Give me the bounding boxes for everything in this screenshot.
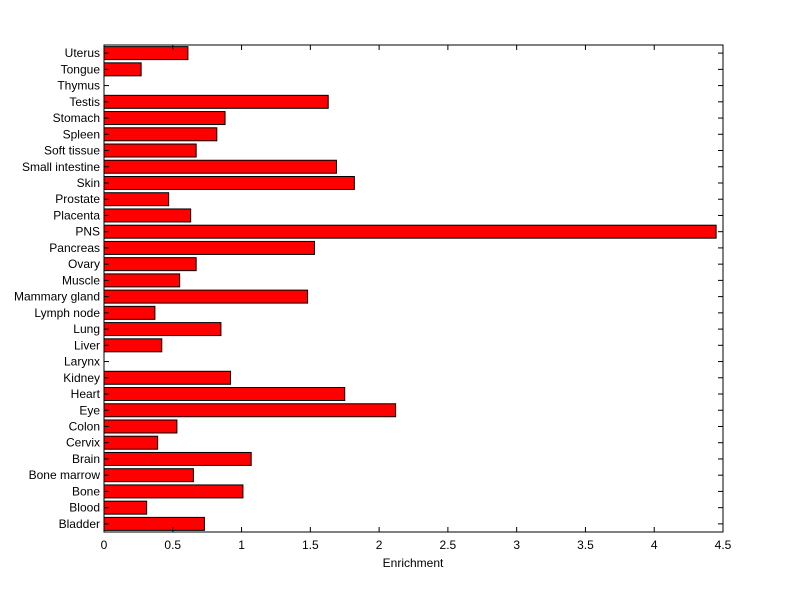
x-tick-label: 0 [101,538,108,552]
bar-brain [103,451,252,466]
bar-blood [103,500,148,515]
bar-uterus [103,46,189,61]
bar-placenta [103,208,192,223]
y-tick-label: Kidney [63,371,100,385]
y-tick-label: Spleen [63,127,100,141]
y-tick-label: Bone [72,484,100,498]
y-tick-label: Prostate [55,192,100,206]
y-tick-label: Larynx [64,355,100,369]
y-tick-label: Bone marrow [29,468,101,482]
y-tick-label: PNS [75,225,100,239]
y-tick-label: Colon [69,419,100,433]
x-tick-label: 0.5 [164,538,181,552]
x-tick-label: 4.5 [715,538,732,552]
y-tick-label: Stomach [53,111,100,125]
axes-layer [103,44,724,533]
y-tick-label: Skin [77,176,100,190]
bar-testis [103,94,329,109]
bar-liver [103,338,163,353]
bar-pns [103,224,717,239]
x-tick-label: 3 [513,538,520,552]
labels-layer: Bladder Blood Bone Bone marrow Brain Cervix Co… [14,46,732,552]
x-tick-label: 1.5 [302,538,319,552]
bar-spleen [103,127,218,142]
y-tick-label: Liver [74,338,100,352]
bar-bladder [103,516,205,531]
y-tick-label: Placenta [53,208,100,222]
x-tick-label: 1 [238,538,245,552]
bar-bone-marrow [103,468,194,483]
y-tick-label: Tongue [61,62,101,76]
y-tick-label: Blood [69,501,100,515]
bar-mammary-gland [103,289,309,304]
bar-stomach [103,111,226,126]
bar-colon [103,419,178,434]
y-tick-label: Testis [69,95,100,109]
y-tick-label: Uterus [65,46,100,60]
y-tick-label: Eye [79,403,100,417]
y-tick-label: Brain [72,452,100,466]
x-tick-label: 3.5 [577,538,594,552]
y-tick-label: Bladder [59,517,100,531]
y-tick-label: Ovary [68,257,100,271]
y-tick-label: Mammary gland [14,290,100,304]
x-axis-label: Enrichment [383,556,444,570]
y-tick-label: Heart [71,387,101,401]
bar-lymph-node [103,305,156,320]
bar-ovary [103,257,197,272]
x-tick-label: 2 [376,538,383,552]
bar-prostate [103,192,170,207]
bars-layer [103,46,717,531]
bar-muscle [103,273,181,288]
y-tick-label: Muscle [62,273,100,287]
x-tick-label: 4 [651,538,658,552]
bar-heart [103,387,346,402]
bar-bone [103,484,244,499]
bar-cervix [103,435,159,450]
bar-pancreas [103,240,315,255]
y-tick-label: Lymph node [34,306,100,320]
y-tick-label: Thymus [57,79,100,93]
bar-lung [103,322,222,337]
bar-kidney [103,370,232,385]
bar-tongue [103,62,142,77]
bar-skin [103,175,355,190]
y-tick-label: Soft tissue [44,144,100,158]
bar-eye [103,403,397,418]
x-tick-label: 2.5 [440,538,457,552]
y-tick-label: Cervix [66,436,100,450]
y-tick-label: Small intestine [22,160,100,174]
bar-small-intestine [103,159,337,174]
plot-frame [103,44,724,533]
bar-soft-tissue [103,143,197,158]
y-tick-label: Pancreas [49,241,100,255]
y-tick-label: Lung [73,322,100,336]
